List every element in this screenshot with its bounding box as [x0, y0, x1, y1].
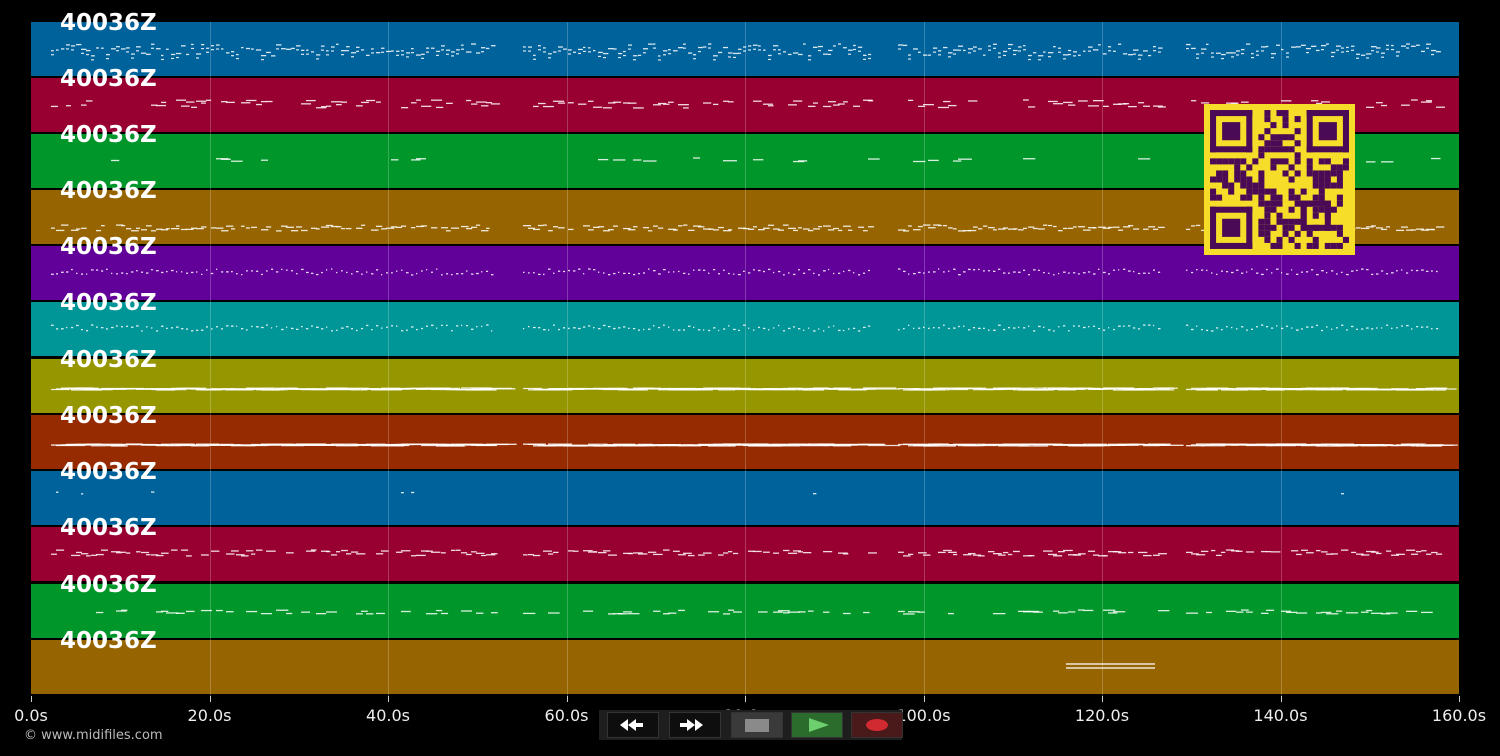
track-area: 40036Z 40036Z 40036Z 40036Z 40036Z 40036Z 4003…	[31, 10, 1459, 696]
axis-tick-label: 40.0s	[366, 706, 410, 725]
playback-controls	[599, 710, 903, 740]
axis-tick-label: 60.0s	[544, 706, 589, 725]
axis-tick	[1280, 696, 1282, 702]
notes-layer	[51, 43, 1458, 669]
stop-icon	[745, 719, 769, 732]
track-label: 40036Z	[60, 122, 157, 148]
fast-forward-icon	[680, 719, 703, 731]
track-label: 40036Z	[60, 403, 157, 429]
axis-tick-label: 120.0s	[1074, 706, 1130, 725]
copyright-text: © www.midifiles.com	[24, 728, 163, 743]
track-lane: 40036Z	[31, 515, 1459, 581]
track-lane: 40036Z	[31, 403, 1459, 469]
track-label: 40036Z	[60, 10, 157, 36]
axis-tick-label: 0.0s	[14, 706, 48, 725]
record-button[interactable]	[851, 712, 903, 738]
track-lane: 40036Z	[31, 347, 1459, 413]
track-label: 40036Z	[60, 572, 157, 598]
rewind-icon	[620, 719, 643, 731]
axis-tick-label: 20.0s	[187, 706, 232, 725]
axis-tick	[209, 696, 211, 702]
axis-tick	[745, 696, 746, 702]
track-label: 40036Z	[60, 234, 157, 260]
play-button[interactable]	[791, 712, 843, 738]
qr-code-icon	[1204, 104, 1355, 255]
axis-tick-label: 160.0s	[1431, 706, 1487, 725]
track-label: 40036Z	[60, 347, 157, 373]
track-label: 40036Z	[60, 290, 157, 316]
track-lane: 40036Z	[31, 290, 1459, 356]
track-lane: 40036Z	[31, 10, 1459, 76]
track-lane: 40036Z	[31, 572, 1459, 638]
axis-tick-label: 140.0s	[1253, 706, 1308, 725]
track-lane: 40036Z	[31, 234, 1459, 300]
track-label: 40036Z	[60, 515, 157, 541]
track-lane: 40036Z	[31, 628, 1459, 694]
axis-tick	[923, 696, 925, 702]
axis-tick	[566, 696, 568, 702]
rewind-button[interactable]	[607, 712, 659, 738]
fast-forward-button[interactable]	[669, 712, 721, 738]
track-label: 40036Z	[60, 459, 157, 485]
play-icon	[809, 718, 829, 732]
track-lane: 40036Z	[31, 459, 1459, 525]
record-icon	[866, 719, 888, 731]
axis-tick	[1459, 696, 1460, 702]
axis-tick	[1102, 696, 1103, 702]
axis-tick	[388, 696, 389, 702]
track-label: 40036Z	[60, 66, 157, 92]
axis-tick	[31, 696, 32, 702]
axis-tick-label: 100.0s	[896, 706, 951, 725]
track-label: 40036Z	[60, 178, 157, 204]
stop-button[interactable]	[731, 712, 783, 738]
track-label: 40036Z	[60, 628, 157, 654]
